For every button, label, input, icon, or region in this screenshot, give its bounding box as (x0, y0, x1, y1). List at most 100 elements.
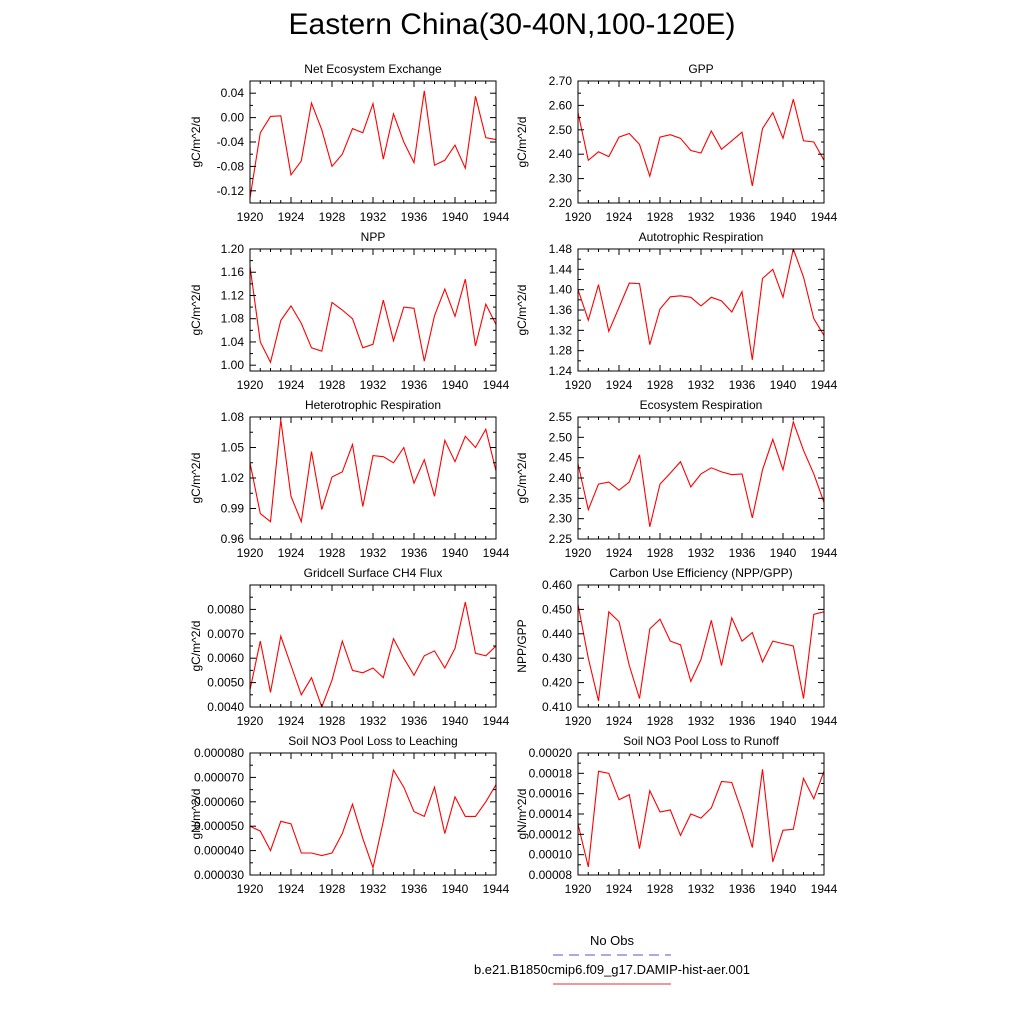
x-tick-label: 1944 (811, 546, 838, 560)
y-axis-label: gN/m^2/d (515, 789, 529, 840)
y-tick-label: 0.0060 (207, 651, 244, 665)
plot-frame (249, 80, 497, 204)
plot-frame (249, 416, 497, 540)
x-tick-label: 1924 (606, 378, 633, 392)
y-tick-label: 2.60 (549, 98, 573, 112)
x-tick-label: 1932 (360, 882, 387, 896)
x-tick-label: 1936 (401, 210, 428, 224)
y-tick-label: 2.50 (549, 430, 573, 444)
legend-label-run: b.e21.B1850cmip6.f09_g17.DAMIP-hist-aer.… (474, 962, 750, 977)
y-tick-label: 2.70 (549, 74, 573, 88)
x-tick-label: 1928 (319, 210, 346, 224)
y-tick-label: 2.50 (549, 123, 573, 137)
y-tick-label: 2.20 (549, 196, 573, 210)
x-tick-label: 1924 (278, 210, 305, 224)
x-tick-label: 1944 (483, 210, 510, 224)
y-tick-label: 1.08 (221, 312, 245, 326)
panel-7: Gridcell Surface CH4 Flux 0.0040 0.0050 0.0… (189, 566, 510, 728)
x-tick-label: 1924 (606, 882, 633, 896)
x-tick-label: 1920 (565, 882, 592, 896)
x-tick-label: 1936 (401, 714, 428, 728)
x-tick-label: 1944 (811, 210, 838, 224)
y-tick-label: 0.00020 (529, 746, 573, 760)
series-line (250, 601, 496, 707)
x-tick-label: 1920 (565, 546, 592, 560)
x-tick-label: 1924 (606, 714, 633, 728)
panel-8: Carbon Use Efficiency (NPP/GPP) 0.410 0.42… (515, 566, 838, 728)
x-tick-label: 1936 (729, 378, 756, 392)
x-tick-label: 1932 (360, 714, 387, 728)
y-tick-label: 0.450 (542, 602, 572, 616)
y-tick-label: 0.04 (221, 86, 245, 100)
x-tick-label: 1944 (483, 546, 510, 560)
x-tick-label: 1944 (483, 378, 510, 392)
x-tick-label: 1940 (770, 714, 797, 728)
y-tick-label: 1.00 (221, 358, 245, 372)
x-tick-label: 1928 (319, 714, 346, 728)
x-tick-label: 1932 (688, 882, 715, 896)
panel-title: NPP (361, 230, 386, 244)
y-tick-label: 1.36 (549, 303, 573, 317)
panel-title: Heterotrophic Respiration (305, 398, 441, 412)
y-tick-label: 2.30 (549, 172, 573, 186)
y-tick-label: 2.40 (549, 147, 573, 161)
x-tick-label: 1940 (442, 546, 469, 560)
y-axis-label: gC/m^2/d (189, 117, 203, 168)
y-tick-label: 0.000050 (194, 819, 244, 833)
y-tick-label: 0.00008 (529, 868, 573, 882)
plot-frame (577, 416, 825, 540)
series-line (250, 90, 496, 199)
x-tick-label: 1932 (688, 378, 715, 392)
x-tick-label: 1920 (237, 882, 264, 896)
y-tick-label: 2.45 (549, 451, 573, 465)
x-tick-label: 1936 (729, 714, 756, 728)
y-tick-label: 0.440 (542, 627, 572, 641)
series-line (578, 603, 824, 702)
plot-frame (577, 752, 825, 876)
panel-4: Autotrophic Respiration 1.24 1.28 1.32 1.36 1… (515, 230, 838, 392)
x-tick-label: 1940 (442, 378, 469, 392)
x-tick-label: 1936 (401, 378, 428, 392)
x-tick-label: 1920 (565, 210, 592, 224)
y-tick-label: 0.00 (221, 111, 245, 125)
y-tick-label: 0.460 (542, 578, 572, 592)
y-axis-label: gN/m^2/d (189, 789, 203, 840)
y-tick-label: 0.000030 (194, 868, 244, 882)
y-tick-label: -0.04 (217, 135, 245, 149)
y-tick-label: 0.000070 (194, 770, 244, 784)
x-tick-label: 1928 (647, 546, 674, 560)
y-tick-label: 0.00010 (529, 848, 573, 862)
y-tick-label: 0.0050 (207, 676, 244, 690)
x-tick-label: 1920 (237, 378, 264, 392)
y-tick-label: 2.25 (549, 532, 573, 546)
y-tick-label: 0.430 (542, 651, 572, 665)
y-tick-label: 1.12 (221, 288, 245, 302)
x-tick-label: 1924 (606, 546, 633, 560)
x-tick-label: 1928 (647, 378, 674, 392)
x-tick-label: 1944 (811, 378, 838, 392)
y-tick-label: 0.000040 (194, 844, 244, 858)
x-tick-label: 1936 (729, 882, 756, 896)
panel-5: Heterotrophic Respiration 0.96 0.99 1.02 1.0… (189, 398, 510, 560)
x-tick-label: 1932 (360, 378, 387, 392)
y-tick-label: 1.20 (221, 242, 245, 256)
panel-title: Gridcell Surface CH4 Flux (304, 566, 443, 580)
plot-frame (249, 752, 497, 876)
x-tick-label: 1924 (278, 378, 305, 392)
y-axis-label: gC/m^2/d (515, 453, 529, 504)
x-tick-label: 1932 (688, 210, 715, 224)
y-axis-label: gC/m^2/d (189, 285, 203, 336)
y-tick-label: 0.0070 (207, 627, 244, 641)
x-tick-label: 1924 (278, 714, 305, 728)
y-tick-label: 1.16 (221, 265, 245, 279)
x-tick-label: 1936 (401, 546, 428, 560)
x-tick-label: 1928 (319, 882, 346, 896)
y-tick-label: -0.08 (217, 159, 245, 173)
y-tick-label: 0.0080 (207, 602, 244, 616)
y-tick-label: 1.24 (549, 364, 573, 378)
panel-9: Soil NO3 Pool Loss to Leaching 0.000030 0.… (189, 734, 510, 896)
series-line (578, 419, 824, 527)
x-tick-label: 1932 (360, 546, 387, 560)
x-tick-label: 1920 (237, 714, 264, 728)
